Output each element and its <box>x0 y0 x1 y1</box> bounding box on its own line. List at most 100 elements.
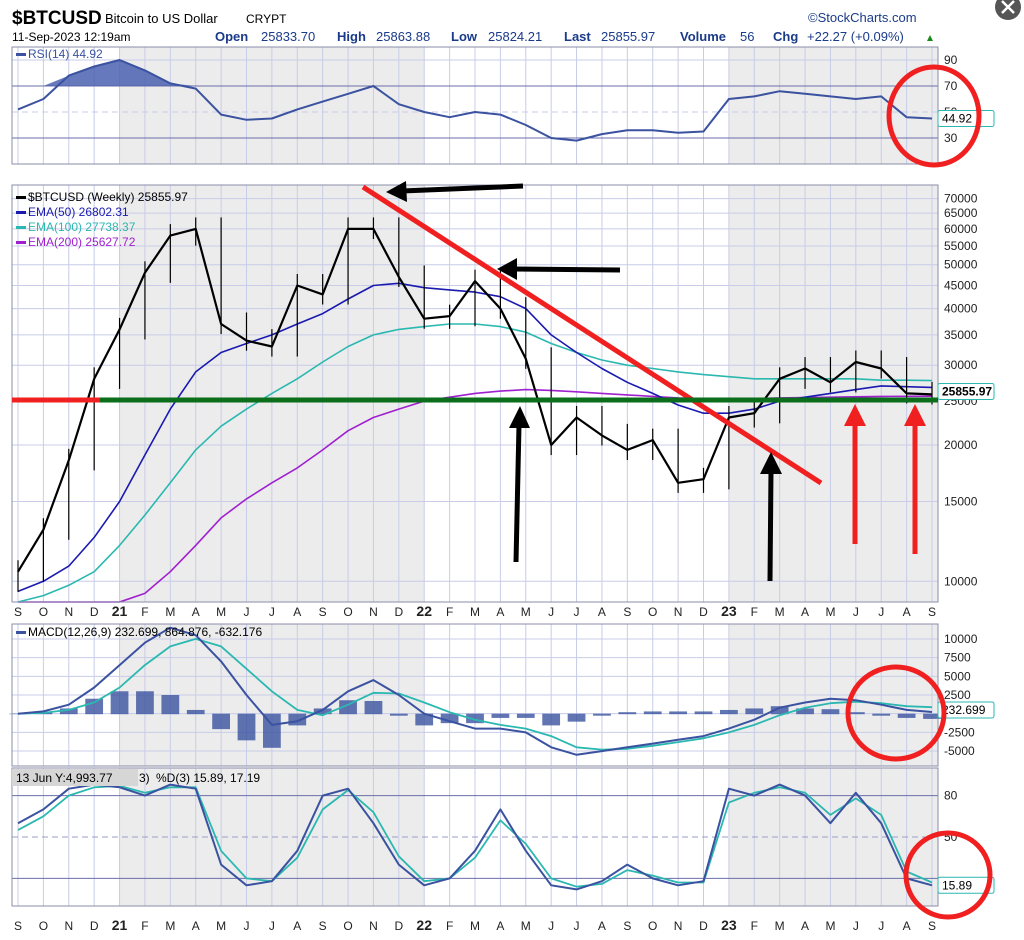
macd-histogram-bar <box>186 709 205 715</box>
x-tick-label: J <box>574 605 580 619</box>
bottom-black-arrow-2 <box>760 452 782 582</box>
x-tick-label: S <box>928 605 936 619</box>
red-arrow-2 <box>904 404 926 554</box>
price-tick-label: 60000 <box>944 222 978 236</box>
macd-value-label: 232.699 <box>942 703 986 717</box>
x-tick-label: A <box>293 919 301 933</box>
x-tick-label: J <box>548 919 554 933</box>
x-tick-label: F <box>446 605 453 619</box>
year-band-2023 <box>728 47 938 164</box>
x-axis-lower: S O N D 21 F M A M J J A S O N D 22 F M A M J J A S O N D 23 F M A M J J A S <box>14 917 936 933</box>
rsi-tick-label: 90 <box>944 53 958 67</box>
price-tick-label: 10000 <box>944 574 978 588</box>
stoch-legend: %D(3) 15.89, 17.19 <box>156 771 260 785</box>
x-tick-label: O <box>39 605 48 619</box>
x-tick-label: 21 <box>112 603 128 619</box>
price-legend-swatch <box>16 196 26 199</box>
price-tick-label: 35000 <box>944 328 978 342</box>
macd-value-label-box <box>937 701 995 719</box>
price-tick-label: 70000 <box>944 192 978 206</box>
rsi-line <box>17 59 933 142</box>
tooltip-box <box>12 769 138 786</box>
price-tick-label: 55000 <box>944 239 978 253</box>
macd-histogram-bar <box>59 708 78 715</box>
high-label: High <box>337 29 366 44</box>
rsi-overbought-fill <box>18 60 932 86</box>
x-tick-label: J <box>548 605 554 619</box>
x-tick-label: M <box>216 605 226 619</box>
x-tick-label: S <box>928 919 936 933</box>
macd-histogram-bar <box>745 708 764 715</box>
x-tick-label: 22 <box>416 603 432 619</box>
x-tick-label: N <box>674 605 683 619</box>
x-axis-upper: S O N D 21 F M A M J J A S O N D 22 F M A M J J A S O N D 23 F M A M J J A S <box>14 603 936 619</box>
x-tick-label: D <box>699 919 708 933</box>
x-tick-label: D <box>90 919 99 933</box>
close-icon[interactable] <box>995 0 1021 20</box>
symbol-title: $BTCUSD <box>12 8 102 29</box>
macd-histogram-bar <box>821 709 840 715</box>
x-tick-label: J <box>853 919 859 933</box>
x-tick-label: S <box>14 605 22 619</box>
x-tick-label: J <box>878 605 884 619</box>
x-tick-label: S <box>623 919 631 933</box>
macd-histogram-bar <box>212 713 230 730</box>
x-tick-label: M <box>470 605 480 619</box>
rsi-tick-label: 70 <box>944 79 958 93</box>
x-tick-label: S <box>623 605 631 619</box>
symbol-name: Bitcoin to US Dollar <box>105 11 218 26</box>
ema100-legend: EMA(100) 27738.37 <box>28 220 136 234</box>
x-tick-label: M <box>825 605 835 619</box>
x-tick-label: J <box>878 919 884 933</box>
x-tick-label: M <box>775 919 785 933</box>
macd-histogram-bar <box>389 713 408 716</box>
x-tick-label: D <box>394 919 403 933</box>
x-tick-label: 22 <box>416 917 432 933</box>
macd-histogram-bar <box>770 706 789 715</box>
x-tick-label: J <box>244 605 250 619</box>
annotation-overlay <box>12 64 993 920</box>
macd-histogram-bar <box>263 713 281 748</box>
macd-histogram-bar <box>136 691 154 715</box>
brand-label: ©StockCharts.com <box>808 10 917 25</box>
x-tick-label: N <box>674 919 683 933</box>
macd-histogram-bar <box>846 712 865 715</box>
rsi-legend-swatch <box>16 53 26 56</box>
x-tick-label: A <box>903 919 911 933</box>
ema50-legend: EMA(50) 26802.31 <box>28 205 129 219</box>
price-tick-label: 20000 <box>944 438 978 452</box>
x-tick-label: O <box>343 605 352 619</box>
x-tick-label: S <box>319 605 327 619</box>
x-tick-label: J <box>244 919 250 933</box>
x-tick-label: M <box>165 919 175 933</box>
x-tick-label: A <box>598 605 606 619</box>
x-tick-label: J <box>574 919 580 933</box>
open-label: Open <box>215 29 248 44</box>
price-last-label: 25855.97 <box>942 384 992 398</box>
x-tick-label: A <box>598 919 606 933</box>
macd-tick-label: 5000 <box>944 669 971 683</box>
x-tick-label: M <box>521 919 531 933</box>
x-tick-label: D <box>394 605 403 619</box>
volume-label: Volume <box>680 29 726 44</box>
open-value: 25833.70 <box>261 29 315 44</box>
x-tick-label: A <box>801 605 809 619</box>
macd-histogram-bar <box>923 713 941 719</box>
up-triangle-icon <box>927 35 933 41</box>
macd-histogram-bar <box>516 713 535 718</box>
macd-tick-label: 10000 <box>944 632 978 646</box>
macd-histogram-bar <box>9 713 27 715</box>
macd-histogram-bar <box>593 713 611 716</box>
macd-histogram-bar <box>415 713 434 726</box>
ema200-legend-swatch <box>16 241 26 244</box>
macd-histogram-bar <box>618 712 637 715</box>
stoch-tick-label: 80 <box>944 789 958 803</box>
last-value: 25855.97 <box>601 29 655 44</box>
x-tick-label: F <box>751 605 758 619</box>
price-tick-label: 15000 <box>944 495 978 509</box>
rsi-legend: RSI(14) 44.92 <box>28 47 103 61</box>
